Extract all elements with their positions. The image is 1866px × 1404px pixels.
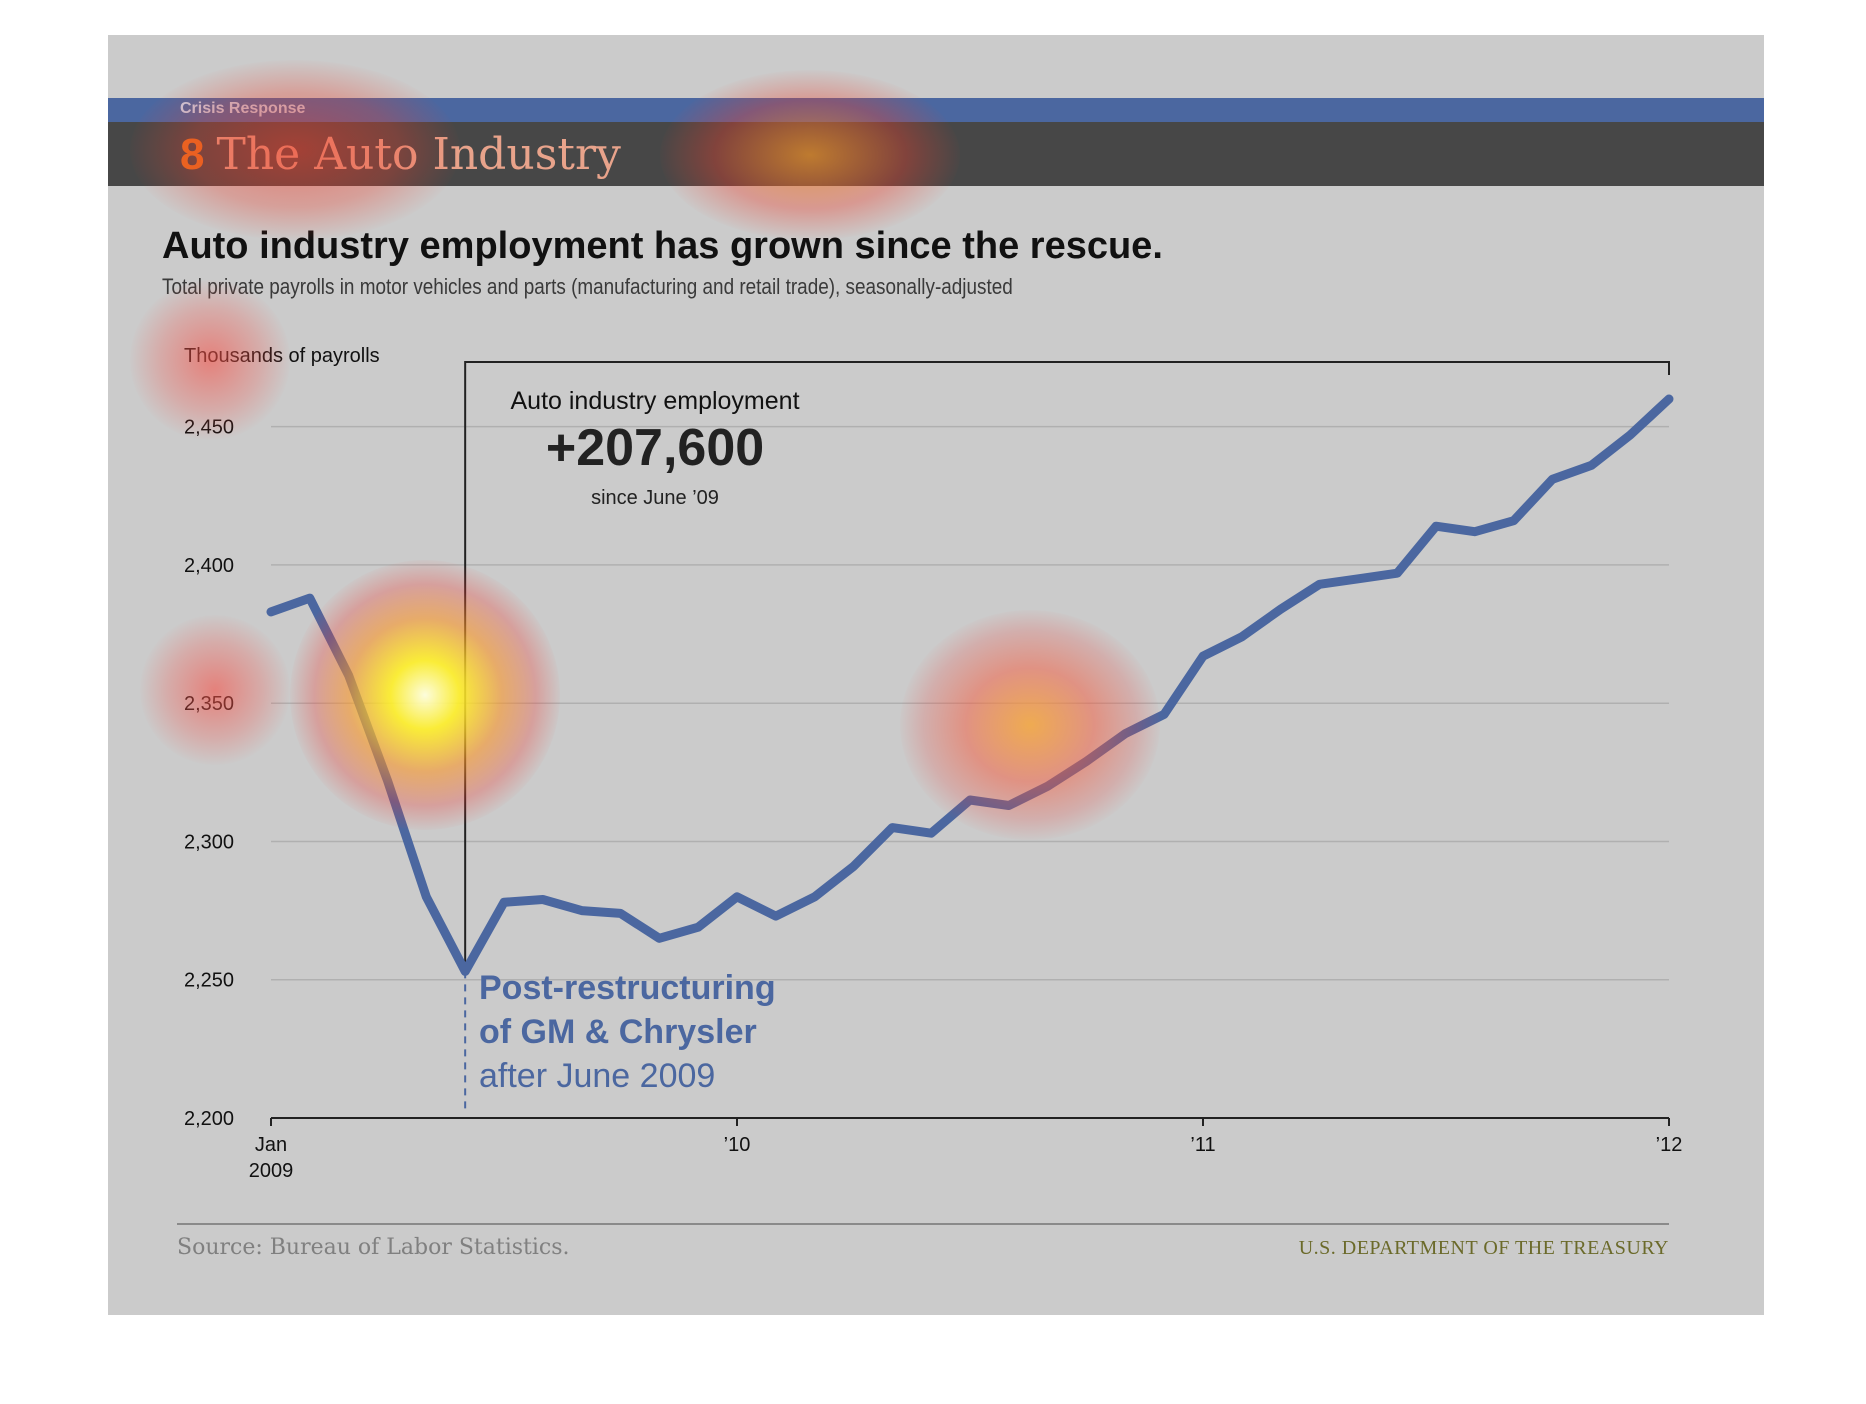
chart-subhead: Total private payrolls in motor vehicles… xyxy=(162,274,1013,299)
callout-value: +207,600 xyxy=(546,419,764,477)
y-tick-label: 2,400 xyxy=(184,555,234,577)
y-tick-label: 2,300 xyxy=(184,831,234,853)
source-note: Source: Bureau of Labor Statistics. xyxy=(177,1235,570,1260)
x-tick-sublabel: 2009 xyxy=(249,1160,294,1182)
y-tick-label: 2,450 xyxy=(184,417,234,439)
callout-since: since June ’09 xyxy=(591,487,719,509)
slide: Crisis Response 8 The Auto Industry Auto … xyxy=(108,35,1764,1315)
y-axis-label: Thousands of payrolls xyxy=(184,345,380,367)
annotation-line-2: of GM & Chrysler xyxy=(479,1013,757,1051)
x-tick-label: ’10 xyxy=(724,1134,751,1156)
annotation-line-1: Post-restructuring xyxy=(479,969,776,1007)
employment-line xyxy=(266,394,1674,976)
y-tick-label: 2,200 xyxy=(184,1108,234,1130)
callout-label: Auto industry employment xyxy=(510,387,799,415)
x-tick-label: ’12 xyxy=(1656,1134,1683,1156)
annotation-line-3: after June 2009 xyxy=(479,1057,715,1095)
agency-credit: U.S. DEPARTMENT OF THE TREASURY xyxy=(1298,1237,1669,1259)
employment-chart: 2,200 2,250 2,300 2,350 2,400 2,450 Jan 2009 ’10… xyxy=(184,345,1683,1182)
y-tick-label: 2,350 xyxy=(184,693,234,715)
x-tick-label: Jan xyxy=(255,1134,287,1156)
y-tick-label: 2,250 xyxy=(184,970,234,992)
x-tick-label: ’11 xyxy=(1190,1134,1215,1156)
footer-rule xyxy=(177,1223,1669,1225)
